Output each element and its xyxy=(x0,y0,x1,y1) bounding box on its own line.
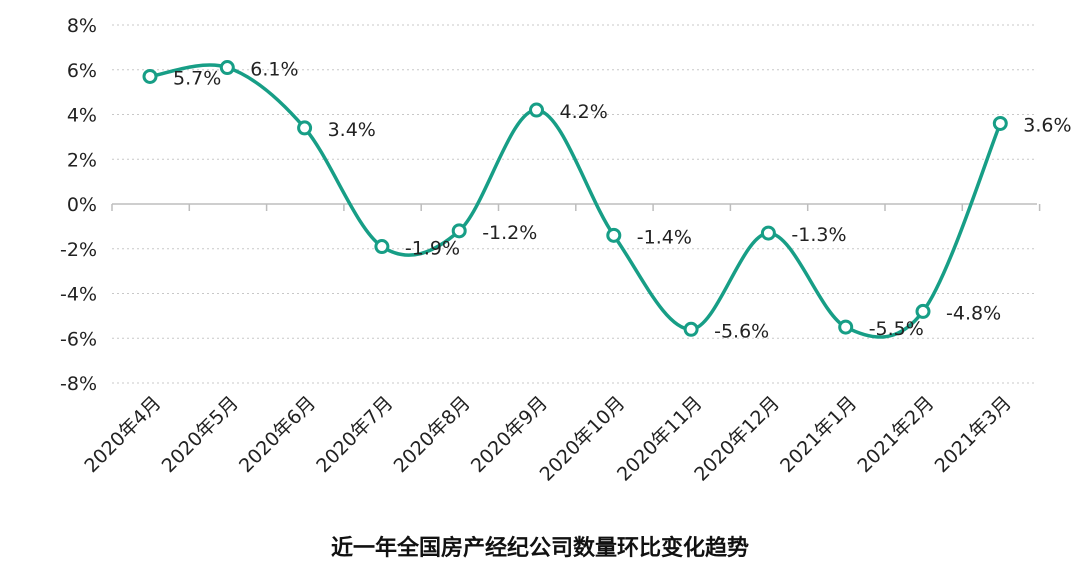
data-label: -5.5% xyxy=(869,318,924,340)
data-point xyxy=(142,68,158,84)
data-point xyxy=(219,60,235,76)
x-tick-label: 2020年6月 xyxy=(235,392,320,477)
data-point xyxy=(529,102,544,118)
y-tick-label: -2% xyxy=(60,239,97,261)
data-point xyxy=(451,223,467,239)
data-point xyxy=(297,120,313,136)
y-tick-label: 4% xyxy=(67,105,97,127)
y-tick-label: 0% xyxy=(67,194,97,216)
y-tick-label: 2% xyxy=(67,149,97,171)
x-tick-label: 2020年8月 xyxy=(390,392,475,477)
data-label: -1.3% xyxy=(791,224,846,246)
data-point xyxy=(838,319,854,335)
data-label: -1.2% xyxy=(482,222,537,244)
x-tick-label: 2021年1月 xyxy=(776,392,861,477)
data-labels: 5.7% 6.1% 3.4% -1.9% -1.2% 4.2% -1.4% -5.6% -1.3… xyxy=(173,59,1072,343)
data-point xyxy=(915,303,931,319)
data-label: 3.6% xyxy=(1023,114,1071,136)
data-point xyxy=(760,225,776,241)
y-tick-label: -6% xyxy=(60,328,97,350)
data-label: -1.4% xyxy=(637,226,692,248)
data-point xyxy=(992,115,1008,131)
data-label: 6.1% xyxy=(250,59,298,81)
y-tick-label: -8% xyxy=(60,373,97,395)
y-tick-label: 6% xyxy=(67,60,97,82)
x-tick-label: 2020年7月 xyxy=(312,392,397,477)
x-tick-label: 2020年5月 xyxy=(158,392,243,477)
data-label: -1.9% xyxy=(405,238,460,260)
x-tick-label: 2021年3月 xyxy=(931,392,1016,477)
y-axis-ticks: 8% 6% 4% 2% 0% -2% -4% -6% -8% xyxy=(60,15,97,395)
data-label: 5.7% xyxy=(173,67,221,89)
x-tick-label: 2020年4月 xyxy=(80,392,165,477)
data-point xyxy=(683,321,699,337)
data-label: 3.4% xyxy=(328,119,376,141)
chart-title: 近一年全国房产经纪公司数量环比变化趋势 xyxy=(330,536,749,561)
y-tick-label: -4% xyxy=(60,284,97,306)
data-label: -4.8% xyxy=(946,302,1001,324)
data-point xyxy=(606,227,622,243)
data-points xyxy=(142,60,1008,337)
x-axis-ticks: 2020年4月2020年5月2020年6月2020年7月2020年8月2020年… xyxy=(80,392,1015,486)
x-tick-label: 2021年2月 xyxy=(853,392,938,477)
y-tick-label: 8% xyxy=(67,15,97,37)
data-point xyxy=(374,239,390,255)
data-label: 4.2% xyxy=(560,101,608,123)
data-label: -5.6% xyxy=(714,320,769,342)
x-tick-label: 2020年9月 xyxy=(467,392,552,477)
